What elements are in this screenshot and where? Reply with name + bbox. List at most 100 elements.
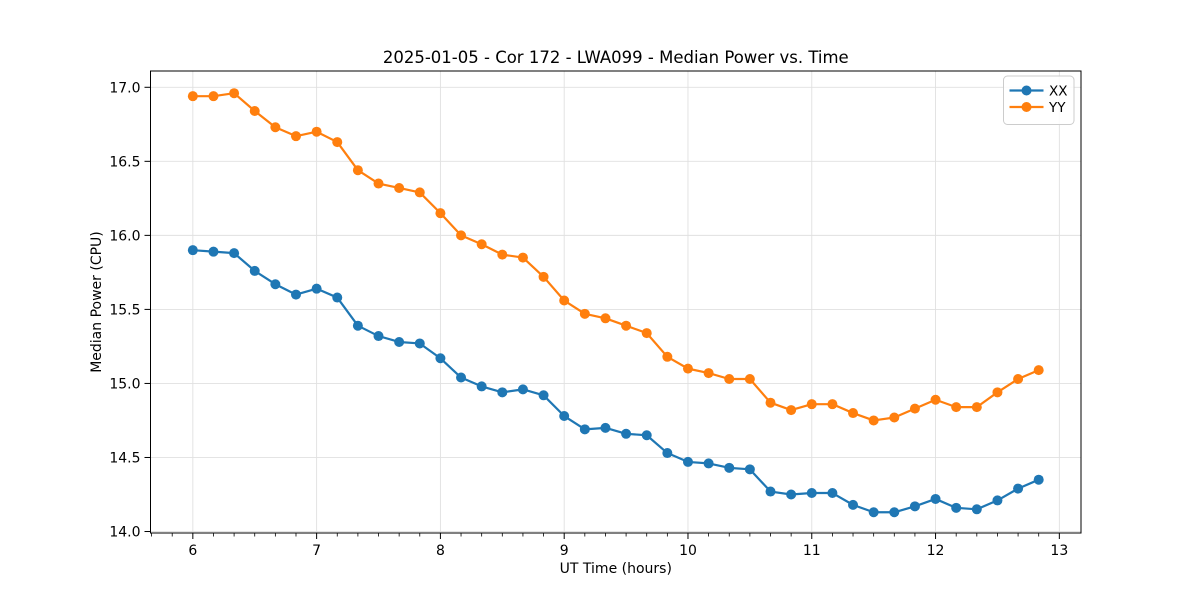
- data-point-yy: [270, 122, 281, 133]
- data-point-yy: [1033, 365, 1044, 376]
- data-point-xx: [909, 501, 920, 512]
- data-point-xx: [827, 488, 838, 499]
- data-point-xx: [744, 464, 755, 475]
- data-point-xx: [311, 283, 322, 294]
- data-point-yy: [641, 328, 652, 339]
- data-point-xx: [600, 422, 611, 433]
- data-point-yy: [352, 165, 363, 176]
- data-point-yy: [992, 387, 1003, 398]
- data-point-yy: [621, 320, 632, 331]
- data-point-xx: [373, 331, 384, 342]
- series-line-yy: [191, 92, 1040, 422]
- data-point-xx: [579, 424, 590, 435]
- data-point-xx: [517, 384, 528, 395]
- data-point-yy: [394, 182, 405, 193]
- x-tick-label: 6: [188, 543, 197, 559]
- data-point-xx: [208, 246, 219, 257]
- x-tick-label: 11: [803, 543, 821, 559]
- plot-spines: [150, 70, 1082, 534]
- data-point-xx: [1013, 483, 1024, 494]
- x-tick-label: 12: [927, 543, 945, 559]
- data-point-yy: [497, 249, 508, 260]
- data-point-xx: [662, 448, 673, 459]
- data-point-xx: [765, 486, 776, 497]
- data-point-yy: [414, 187, 425, 198]
- data-point-xx: [806, 488, 817, 499]
- y-tick-label: 14.0: [109, 525, 140, 541]
- data-point-yy: [827, 399, 838, 410]
- data-point-yy: [579, 308, 590, 319]
- data-point-xx: [456, 372, 467, 383]
- data-point-xx: [352, 320, 363, 331]
- data-point-xx: [290, 289, 301, 300]
- data-point-yy: [229, 88, 240, 99]
- data-point-yy: [311, 126, 322, 137]
- data-point-yy: [476, 239, 487, 250]
- data-point-yy: [332, 137, 343, 148]
- data-point-yy: [662, 351, 673, 362]
- grid-layer: [150, 71, 1081, 533]
- data-point-xx: [538, 390, 549, 401]
- data-point-xx: [559, 411, 570, 422]
- data-point-yy: [744, 374, 755, 384]
- x-tick-label: 7: [312, 543, 321, 559]
- x-tick-label: 10: [679, 543, 697, 559]
- data-point-xx: [848, 499, 859, 510]
- series-layer: [187, 88, 1044, 518]
- y-tick-label: 15.5: [109, 302, 140, 318]
- data-point-xx: [249, 265, 260, 276]
- data-point-xx: [786, 489, 797, 500]
- data-point-xx: [930, 493, 941, 504]
- data-point-yy: [559, 295, 570, 306]
- data-point-xx: [724, 462, 735, 473]
- data-point-yy: [971, 402, 982, 413]
- legend-marker-yy-icon: [1021, 102, 1032, 112]
- data-point-yy: [806, 399, 817, 410]
- data-point-yy: [1013, 374, 1024, 384]
- data-point-yy: [786, 405, 797, 416]
- data-point-yy: [208, 91, 219, 102]
- x-tick-label: 8: [436, 543, 445, 559]
- data-point-xx: [1033, 474, 1044, 485]
- data-point-yy: [682, 363, 693, 374]
- data-point-xx: [497, 387, 508, 398]
- y-tick-label: 16.5: [109, 154, 140, 170]
- data-point-yy: [930, 394, 941, 405]
- data-point-yy: [517, 252, 528, 263]
- data-point-xx: [951, 502, 962, 513]
- data-point-yy: [249, 105, 260, 116]
- data-point-xx: [682, 456, 693, 467]
- data-point-yy: [456, 230, 467, 241]
- data-point-xx: [229, 248, 240, 259]
- y-tick-label: 15.0: [109, 376, 140, 392]
- legend-entry-xx: XX: [1009, 84, 1068, 100]
- legend-box: [1003, 75, 1075, 125]
- data-point-xx: [641, 430, 652, 441]
- data-point-xx: [332, 292, 343, 303]
- data-point-yy: [951, 402, 962, 413]
- data-point-xx: [187, 245, 198, 256]
- tick-layer: 6 7 8 9 10 11 12 13 14.0 14.5 15.0 15.5 16.0 16.5 17.0: [109, 80, 1068, 559]
- y-tick-label: 16.0: [109, 228, 140, 244]
- data-point-xx: [270, 279, 281, 290]
- data-point-yy: [909, 403, 920, 414]
- legend-entry-yy: YY: [1009, 100, 1066, 116]
- data-point-yy: [600, 313, 611, 324]
- data-point-yy: [868, 415, 879, 426]
- x-tick-label: 13: [1050, 543, 1068, 559]
- legend-label-yy: YY: [1048, 100, 1066, 116]
- data-point-xx: [703, 458, 714, 469]
- data-point-xx: [889, 507, 900, 518]
- legend-label-xx: XX: [1049, 84, 1068, 100]
- data-point-yy: [765, 397, 776, 408]
- data-point-xx: [435, 353, 446, 364]
- data-point-xx: [621, 428, 632, 439]
- data-point-yy: [848, 408, 859, 419]
- data-point-yy: [724, 374, 735, 384]
- y-tick-label: 14.5: [109, 450, 140, 466]
- x-tick-label: 9: [560, 543, 569, 559]
- y-tick-label: 17.0: [109, 80, 140, 96]
- x-axis-label: UT Time (hours): [560, 561, 672, 577]
